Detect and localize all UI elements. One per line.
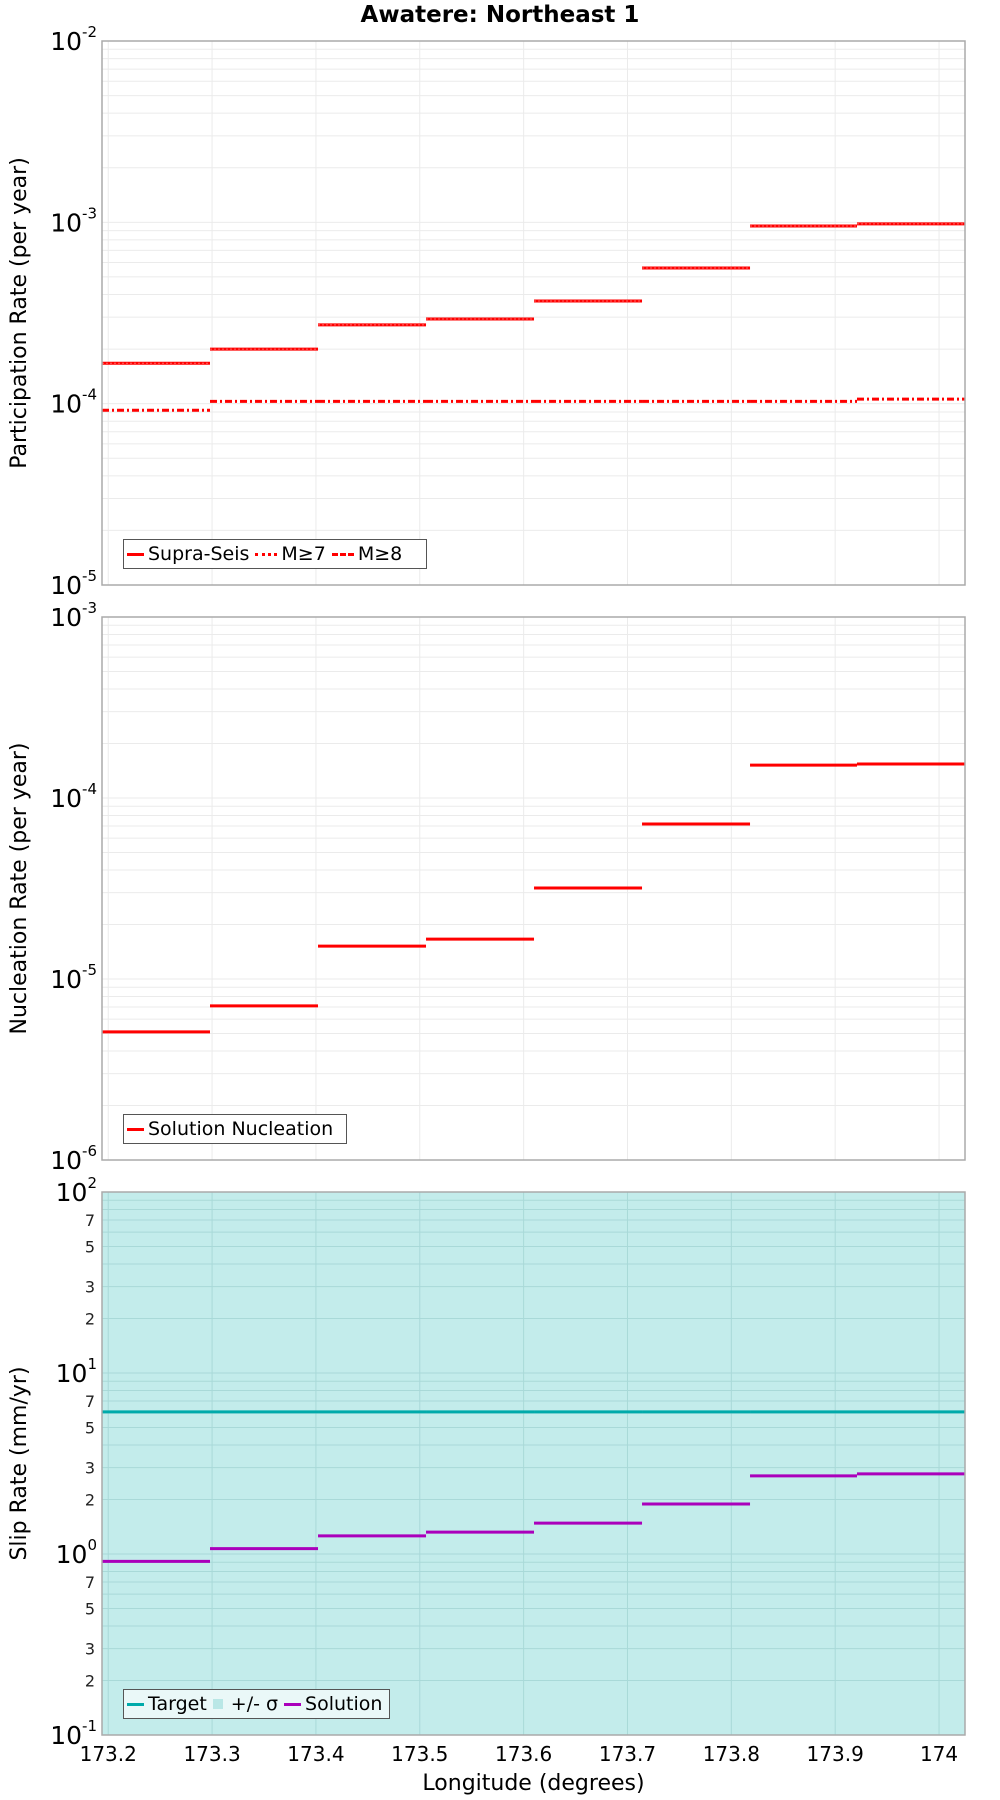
series-m-7	[102, 223, 965, 364]
series-supra-seis	[102, 222, 965, 365]
svg-text:7: 7	[85, 1392, 95, 1411]
svg-text:10-6: 10-6	[50, 1142, 97, 1175]
legend-item-m8: M≥8	[331, 543, 402, 565]
dashdot-line-swatch-icon	[331, 552, 354, 556]
svg-text:10-2: 10-2	[50, 23, 97, 56]
x-tick-label: 173.3	[183, 1742, 240, 1766]
svg-text:10-1: 10-1	[50, 1717, 97, 1750]
svg-text:Slip Rate (mm/yr): Slip Rate (mm/yr)	[7, 1366, 32, 1560]
legend-item-m7: M≥7	[255, 543, 326, 565]
x-tick-label: 173.9	[807, 1742, 864, 1766]
legend-item-solution: Solution	[284, 1693, 382, 1715]
dotted-line-swatch-icon	[255, 552, 278, 556]
fill-swatch-icon	[212, 1699, 223, 1709]
svg-text:102: 102	[56, 1174, 97, 1207]
x-tick-label: 173.2	[80, 1742, 137, 1766]
svg-text:2: 2	[85, 1310, 95, 1329]
svg-text:2: 2	[85, 1491, 95, 1510]
solid-line-swatch-icon	[127, 552, 144, 556]
legend-item-target: Target	[127, 1693, 207, 1715]
x-tick-label: 173.6	[495, 1742, 552, 1766]
panel-0: 10-2 10-3 10-4 10-5 Participation Rate (per …	[7, 23, 966, 600]
legend-nucleation: Solution Nucleation	[123, 1114, 347, 1144]
panel-2: 102 101 100 10-1 7 5 3 2 7 5 3 2 7 5 3 2 Slip Rate (mm/y…	[7, 1174, 966, 1750]
teal-line-swatch-icon	[127, 1702, 144, 1706]
svg-text:3: 3	[85, 1278, 95, 1297]
x-axis-label: Longitude (degrees)	[422, 1771, 644, 1796]
svg-text:10-5: 10-5	[50, 961, 97, 994]
svg-text:5: 5	[85, 1418, 95, 1437]
svg-text:Nucleation Rate (per year): Nucleation Rate (per year)	[7, 743, 32, 1035]
chart-title: Awatere: Northeast 1	[360, 2, 640, 28]
legend-participation: Supra-Seis M≥7 M≥8	[123, 539, 427, 569]
x-tick-label: 173.5	[391, 1742, 448, 1766]
svg-text:3: 3	[85, 1459, 95, 1478]
svg-text:10-5: 10-5	[50, 567, 97, 600]
panel-1: 10-3 10-4 10-5 10-6 Nucleation Rate (per yea…	[7, 599, 966, 1175]
legend-slip-rate: Target +/- σ Solution	[123, 1689, 390, 1719]
svg-text:5: 5	[85, 1599, 95, 1618]
svg-text:3: 3	[85, 1640, 95, 1659]
svg-text:10-4: 10-4	[50, 780, 97, 813]
x-tick-label: 173.4	[287, 1742, 344, 1766]
series-solution-nucleation	[102, 762, 965, 1034]
legend-item-solution-nucleation: Solution Nucleation	[127, 1118, 333, 1140]
legend-item-supra-seis: Supra-Seis	[127, 543, 249, 565]
purple-line-swatch-icon	[284, 1702, 302, 1706]
svg-text:10-4: 10-4	[50, 386, 97, 419]
svg-text:7: 7	[85, 1211, 95, 1230]
svg-text:Participation Rate (per year): Participation Rate (per year)	[7, 157, 32, 469]
solid-line-swatch-icon	[127, 1127, 144, 1131]
svg-text:7: 7	[85, 1573, 95, 1592]
x-tick-label: 173.7	[599, 1742, 656, 1766]
series-solution	[102, 1472, 965, 1563]
svg-text:10-3: 10-3	[50, 204, 97, 237]
series-m-8	[102, 397, 965, 412]
svg-text:10-3: 10-3	[50, 599, 97, 632]
svg-text:100: 100	[56, 1536, 97, 1569]
x-tick-label: 173.8	[703, 1742, 760, 1766]
svg-text:2: 2	[85, 1672, 95, 1691]
x-tick-label: 174	[920, 1742, 958, 1766]
svg-text:101: 101	[56, 1355, 97, 1388]
legend-item-sigma: +/- σ	[212, 1693, 278, 1715]
svg-text:5: 5	[85, 1237, 95, 1256]
